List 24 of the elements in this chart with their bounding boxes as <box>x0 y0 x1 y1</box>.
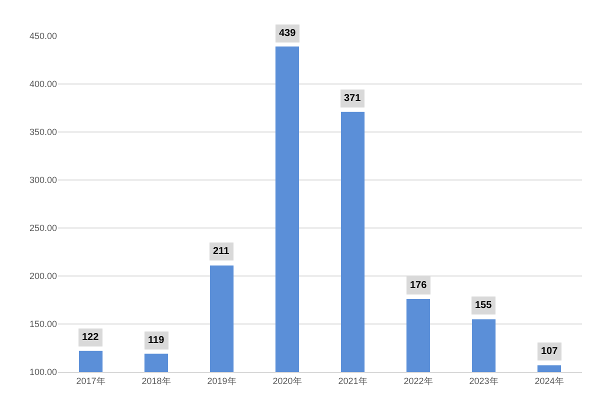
y-tick-label: 300.00 <box>29 175 57 186</box>
data-label: 119 <box>148 335 165 346</box>
data-label: 122 <box>82 332 100 343</box>
y-tick-label: 100.00 <box>29 367 57 378</box>
y-tick-label: 450.00 <box>29 31 57 42</box>
x-tick-label: 2022年 <box>404 376 433 386</box>
y-tick-label: 150.00 <box>29 319 57 330</box>
y-tick-label: 400.00 <box>29 79 57 90</box>
y-tick-label: 200.00 <box>29 271 57 282</box>
x-tick-label: 2021年 <box>338 376 368 386</box>
x-tick-label: 2019年 <box>207 376 236 386</box>
x-tick-label: 2024年 <box>534 376 564 386</box>
data-label: 107 <box>541 346 558 357</box>
data-label: 439 <box>279 28 296 39</box>
x-tick-label: 2017年 <box>76 376 106 386</box>
data-label: 176 <box>410 280 428 291</box>
data-label: 155 <box>475 300 492 311</box>
x-tick-label: 2020年 <box>272 376 302 386</box>
data-label: 211 <box>213 246 230 257</box>
y-tick-label: 350.00 <box>29 127 57 138</box>
x-tick-label: 2023年 <box>469 376 498 386</box>
x-tick-label: 2018年 <box>142 376 171 386</box>
data-label: 371 <box>344 93 362 104</box>
y-tick-label: 250.00 <box>29 223 57 234</box>
